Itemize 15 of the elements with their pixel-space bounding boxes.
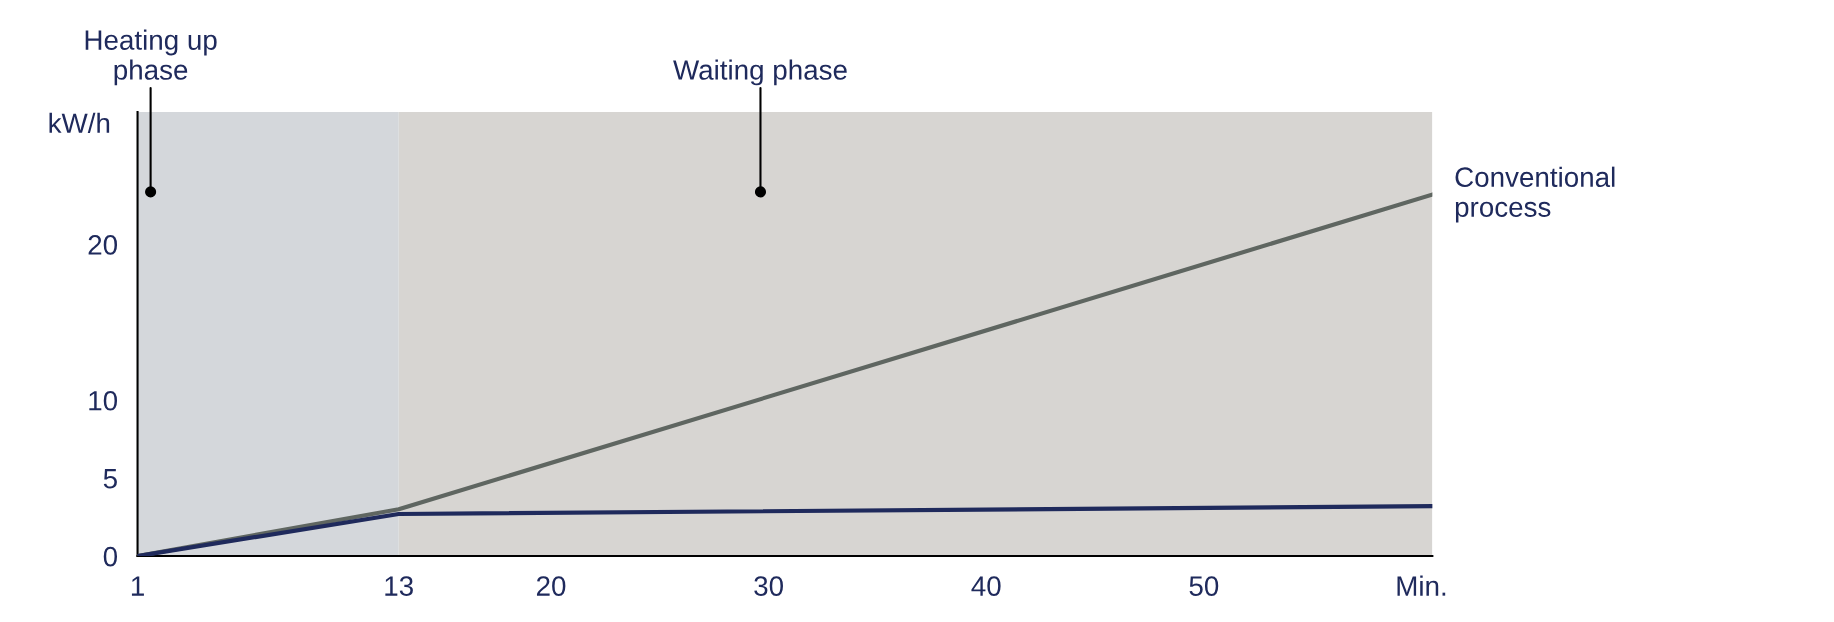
series-label: Conventional process xyxy=(1455,166,1615,223)
x-tick-label: 50 xyxy=(1189,576,1219,596)
y-tick-label: 0 xyxy=(103,546,118,567)
x-tick-label: 1 xyxy=(131,576,144,596)
y-tick-label: 10 xyxy=(89,390,118,411)
x-tick-label: 13 xyxy=(385,576,413,596)
y-tick-label: 5 xyxy=(103,469,117,489)
x-tick-label: Min. xyxy=(1397,575,1446,596)
y-axis-title: kW/h xyxy=(49,112,110,134)
x-tick-label: 30 xyxy=(754,576,783,596)
band-label: Waiting phase xyxy=(673,59,847,86)
band-label: Heating up phase xyxy=(85,29,217,86)
x-tick-label: 20 xyxy=(536,576,566,596)
x-tick-label: 40 xyxy=(971,576,1001,596)
y-tick-label: 20 xyxy=(88,235,118,255)
